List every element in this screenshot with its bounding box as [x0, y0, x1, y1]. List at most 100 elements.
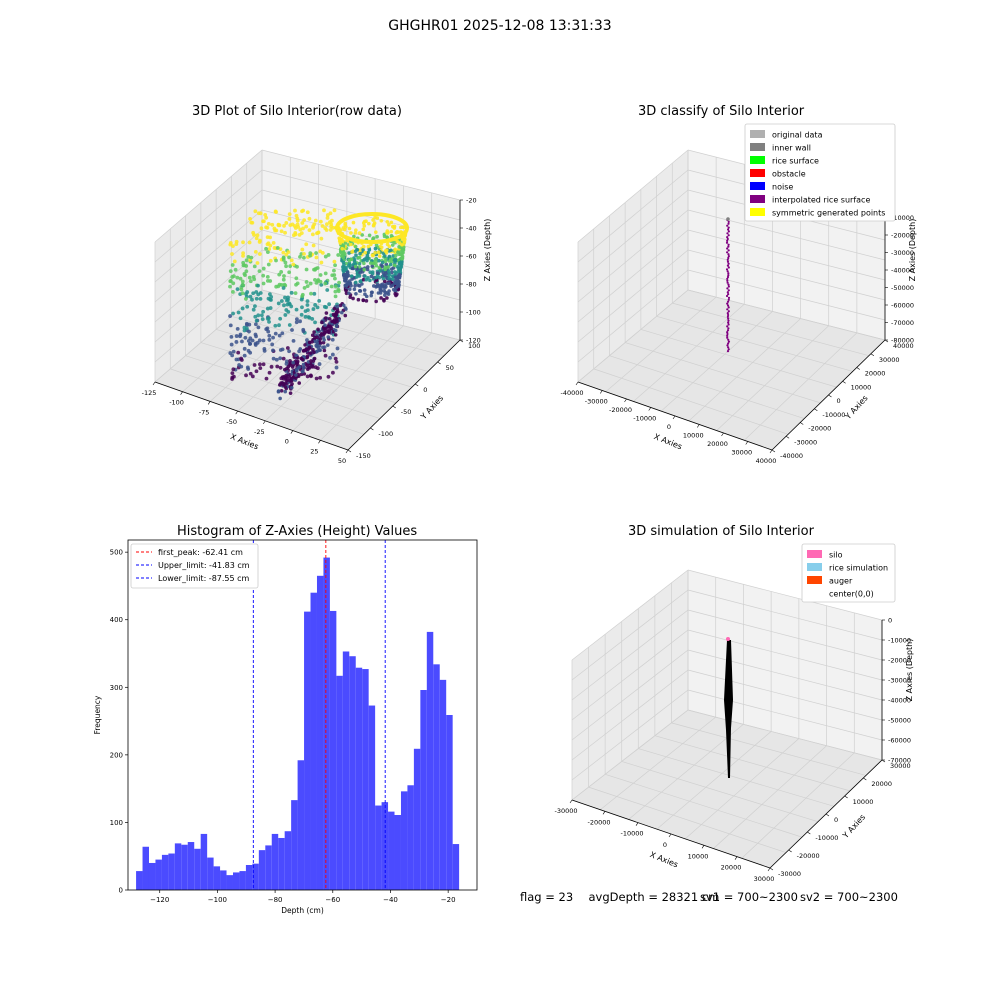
plot1-scatter-point: [340, 246, 345, 251]
histogram-x-tick-label: −60: [325, 896, 340, 904]
plot4-grid-line: [713, 745, 827, 849]
plot1-scatter-point: [363, 274, 367, 278]
plot2-scatter-point: [726, 304, 730, 307]
plot1-scatter-point: [265, 235, 270, 240]
plot1-scatter-point: [341, 303, 346, 308]
plot1-x-tick: [345, 449, 349, 454]
plot1-grid-line: [154, 169, 263, 263]
plot2-grid-line: [577, 149, 689, 243]
plot2-y-tick-label: 10000: [851, 383, 872, 391]
plot1-scatter-point: [303, 343, 307, 347]
plot1-scatter-point: [265, 225, 270, 230]
plot2-grid-line: [625, 342, 821, 404]
plot1-scatter-point: [297, 365, 302, 369]
plot4-x-tick-label: 20000: [721, 864, 742, 872]
plot1-scatter-point: [263, 213, 268, 217]
plot1-scatter-point: [387, 281, 391, 286]
plot4-y-tick: [825, 813, 830, 817]
plot2-legend-swatch: [750, 169, 765, 177]
plot1-scatter-point: [228, 269, 233, 274]
histogram-bar: [181, 844, 188, 890]
histogram-bar: [136, 871, 143, 890]
plot4-grid-line: [605, 773, 803, 838]
plot1-scatter-point: [241, 251, 246, 256]
plot1-scatter-point: [332, 208, 337, 213]
plot2-scatter-point: [727, 255, 730, 258]
plot1-scatter-point: [382, 234, 387, 239]
histogram-legend-label: Upper_limit: -41.83 cm: [158, 561, 250, 570]
plot2-y-tick-label: 20000: [865, 370, 886, 378]
plot4-y-tick-label: 30000: [890, 762, 911, 770]
histogram-bar: [168, 853, 175, 890]
plot4-floor-pane: [572, 710, 882, 868]
plot1-scatter-point: [324, 228, 329, 232]
histogram-bar: [433, 664, 440, 890]
plot1-scatter-point: [286, 250, 291, 255]
plot1-scatter-point: [287, 349, 291, 354]
plot1-scatter-point: [333, 333, 338, 337]
plot4-grid-line: [621, 761, 819, 823]
plot1-scatter-point: [253, 343, 258, 347]
plot1-scatter-point: [284, 252, 289, 257]
plot2-scatter-point: [727, 346, 730, 349]
plot2-legend-label: symmetric generated points: [772, 209, 885, 218]
histogram-bar: [439, 679, 447, 890]
plot1-y-tick-label: 50: [446, 364, 454, 372]
plot1-scatter-point: [240, 306, 245, 311]
plot1-scatter-point: [304, 267, 309, 272]
plot1-scatter-point: [261, 309, 266, 314]
plot2-legend-label: inner wall: [772, 144, 811, 153]
plot4-grid-line: [600, 716, 716, 810]
plot1-scatter-point: [341, 249, 346, 254]
plot2-x-tick-label: 30000: [731, 449, 752, 457]
plot1-scatter-point: [329, 326, 334, 331]
plot4-y-tick: [788, 849, 792, 853]
plot2-grid-line: [687, 249, 886, 301]
plot2-scatter-point: [727, 249, 730, 252]
plot1-scatter-point: [289, 290, 294, 295]
plot2-scatter-point: [726, 239, 729, 242]
plot1-grid-line: [246, 302, 445, 357]
histogram-bar: [291, 800, 298, 890]
plot2-scatter-point: [726, 336, 729, 339]
plot1-scatter-point: [278, 356, 283, 361]
plot2-x-tick: [600, 390, 603, 394]
plot1-scatter-point: [325, 216, 330, 220]
plot1-scatter-point: [289, 258, 294, 263]
plot1-scatter-point: [255, 233, 260, 238]
plot1-scatter-point: [250, 220, 255, 225]
plot1-scatter-point: [256, 313, 261, 318]
plot1-scatter-point: [366, 250, 370, 255]
plot1-scatter-point: [397, 275, 402, 280]
plot1-scatter-point: [285, 346, 290, 350]
plot1-scatter-point: [244, 321, 249, 326]
plot4-grid-line: [687, 629, 883, 681]
plot1-scatter-point: [274, 357, 279, 362]
plot1-scatter-point: [385, 219, 390, 224]
plot2-y-tick: [828, 394, 832, 398]
plot1-scatter-point: [400, 248, 405, 252]
plot1-scatter-point: [298, 319, 302, 324]
plot1-scatter-point: [287, 212, 292, 217]
plot1-scatter-point: [267, 247, 272, 252]
plot1-scatter-point: [261, 273, 266, 278]
plot1-scatter-point: [266, 221, 271, 226]
plot1-scatter-point: [294, 307, 299, 312]
plot1-scatter-point: [289, 385, 294, 390]
plot1-scatter-point: [301, 208, 306, 213]
plot4-silo-marker: [726, 637, 730, 641]
plot1-scatter-point: [276, 389, 281, 393]
plot1-scatter-point: [384, 262, 389, 267]
plot1-scatter-point: [365, 254, 370, 258]
plot1-scatter-point: [309, 291, 313, 296]
plot1-scatter-point: [234, 242, 239, 247]
plot1-scatter-point: [368, 278, 372, 283]
plot1-scatter-point: [240, 339, 244, 344]
plot1-scatter-point: [319, 236, 324, 241]
plot2-scatter-point: [726, 300, 730, 303]
plot1-grid-line: [170, 368, 365, 435]
plot1-grid-line: [265, 318, 376, 422]
plot2-scatter-point: [726, 232, 729, 235]
plot1-scatter-point: [234, 357, 239, 362]
plot1-scatter-point: [235, 326, 240, 331]
